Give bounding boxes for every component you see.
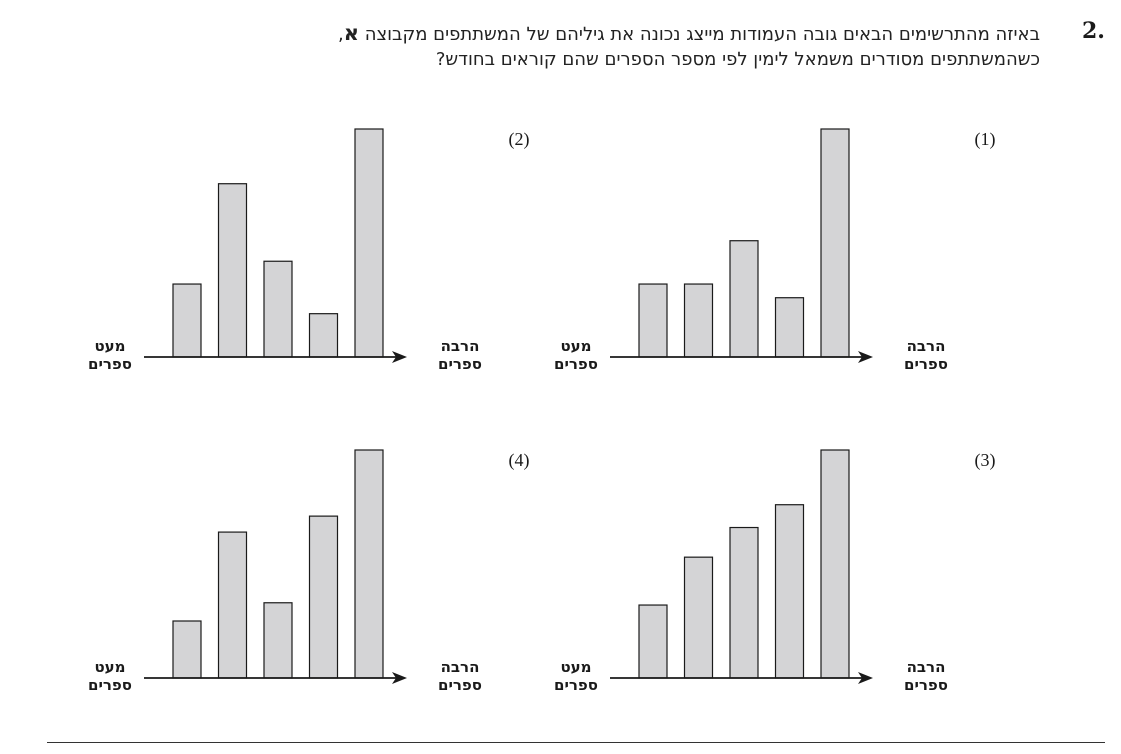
x-axis-arrow-icon (392, 672, 407, 684)
bar-4 (774, 297, 805, 358)
bar-1 (638, 604, 668, 679)
axis-label-few-books: מעט ספרים (554, 658, 598, 694)
axis-label-many-books: הרבה ספרים (438, 658, 482, 694)
x-axis-arrow-icon (858, 351, 873, 363)
bar-1 (172, 620, 202, 679)
chart-option-2[interactable]: (2) מעט ספרים הרבה ספרים (88, 128, 584, 428)
bar-4 (308, 313, 339, 358)
bar-2 (683, 556, 714, 679)
option-label: (2) (508, 129, 530, 149)
x-axis-arrow-icon (392, 351, 407, 363)
bar-chart-2 (144, 128, 407, 363)
question-number: 2. (1082, 18, 1105, 44)
axis-label-few-books: מעט ספרים (554, 337, 598, 373)
option-label: (1) (974, 129, 996, 149)
bar-5 (354, 128, 384, 358)
bar-5 (354, 449, 384, 679)
axis-label-few-books: מעט ספרים (88, 658, 132, 694)
chart-option-3[interactable]: (3) מעט ספרים הרבה ספרים (554, 449, 1050, 749)
bar-5 (820, 449, 850, 679)
question-text-line1-comma: , (337, 24, 344, 45)
bar-chart-4 (144, 449, 407, 684)
bottom-divider (47, 742, 1105, 743)
x-axis-arrow-icon (858, 672, 873, 684)
axis-label-many-books: הרבה ספרים (904, 658, 948, 694)
question-text-line1-main: באיזה מהתרשימים הבאים גובה העמודות מייצג… (358, 24, 1040, 45)
question-text-line1: באיזה מהתרשימים הבאים גובה העמודות מייצג… (190, 21, 1040, 45)
bar-chart-1 (610, 128, 873, 363)
bar-4 (774, 504, 805, 679)
bar-3 (263, 602, 293, 679)
bar-1 (638, 283, 668, 358)
axis-label-many-books: הרבה ספרים (904, 337, 948, 373)
option-label: (3) (974, 450, 996, 470)
bar-5 (820, 128, 850, 358)
axis-label-few-books: מעט ספרים (88, 337, 132, 373)
chart-option-1[interactable]: (1) מעט ספרים הרבה ספרים (554, 128, 1050, 428)
bar-3 (729, 240, 759, 358)
bar-3 (729, 526, 759, 679)
question-text-line2: כשהמשתתפים מסודרים משמאל לימין לפי מספר … (435, 49, 1040, 70)
chart-option-4[interactable]: (4) מעט ספרים הרבה ספרים (88, 449, 584, 749)
bar-chart-3 (610, 449, 873, 684)
bar-1 (172, 283, 202, 358)
axis-label-many-books: הרבה ספרים (438, 337, 482, 373)
option-label: (4) (508, 450, 530, 470)
bar-2 (217, 183, 248, 358)
bar-4 (308, 515, 339, 679)
bar-2 (683, 283, 714, 358)
bar-3 (263, 260, 293, 358)
group-letter: א (343, 21, 359, 45)
bar-2 (217, 531, 248, 679)
